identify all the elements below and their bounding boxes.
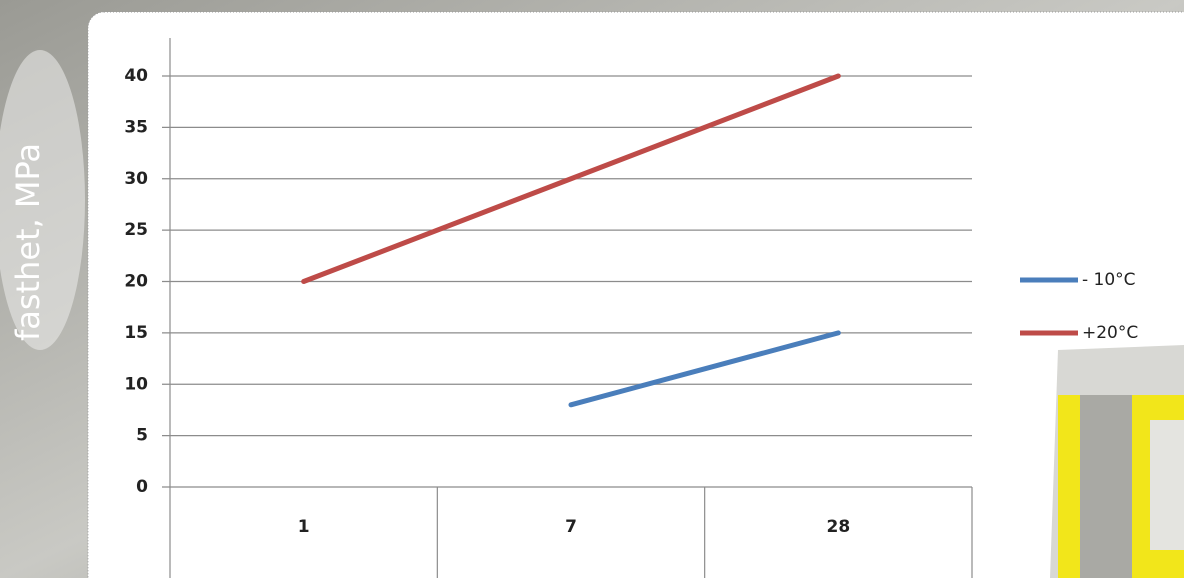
y-axis-title: fasthet, MPa: [9, 143, 47, 341]
y-tick-label: 35: [124, 117, 148, 137]
y-tick-label: 15: [124, 323, 148, 343]
product-image: [1050, 345, 1184, 578]
x-tick-label: 28: [826, 517, 850, 537]
series-line: [301, 73, 841, 284]
legend-label: +20°C: [1082, 323, 1138, 343]
background-texture: [0, 50, 85, 350]
y-tick-label: 30: [124, 169, 148, 189]
y-tick-label: 40: [124, 66, 148, 86]
x-tick-label: 1: [298, 517, 310, 537]
x-tick-label: 7: [565, 517, 577, 537]
y-tick-label: 5: [136, 426, 148, 446]
y-tick-label: 10: [124, 374, 148, 394]
legend-label: - 10°C: [1082, 270, 1136, 290]
y-tick-label: 20: [124, 272, 148, 292]
panel: [87, 11, 1184, 578]
y-tick-label: 0: [136, 477, 148, 497]
y-tick-label: 25: [124, 220, 148, 240]
series-line: [568, 330, 841, 408]
